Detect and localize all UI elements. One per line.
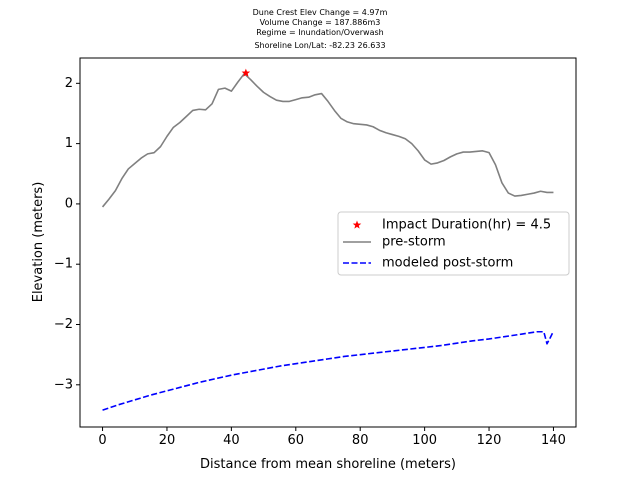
legend-box — [337, 211, 570, 276]
x-tick-label: 60 — [288, 433, 305, 448]
y-tick-label: 2 — [65, 76, 73, 91]
series-line-pre-storm — [101, 72, 554, 208]
chart-title-line-4: Shoreline Lon/Lat: -82.23 26.633 — [254, 41, 386, 50]
y-tick-label: 0 — [65, 196, 73, 211]
chart-title-line-1: Dune Crest Elev Change = 4.97m — [252, 8, 388, 17]
series-line-modeled-post-storm — [102, 330, 555, 411]
legend: Impact Duration(hr) = 4.5 pre-storm mode… — [337, 211, 570, 276]
x-tick-label: 80 — [352, 433, 369, 448]
marker-layer — [241, 68, 251, 77]
x-axis-ticks: 0 20 40 60 80 100 120 140 — [98, 427, 566, 448]
chart-title-line-2: Volume Change = 187.886m3 — [259, 18, 381, 27]
x-tick-label: 40 — [223, 433, 240, 448]
legend-label-impact-duration: Impact Duration(hr) = 4.5 — [382, 218, 551, 233]
legend-star-icon — [352, 220, 362, 229]
y-axis-label: Elevation (meters) — [31, 182, 46, 303]
series-layer — [101, 72, 555, 411]
x-tick-label: 120 — [477, 433, 502, 448]
y-tick-label: −1 — [54, 257, 73, 272]
plot-frame — [79, 57, 577, 428]
y-tick-label: −2 — [54, 317, 73, 332]
impact-marker-star — [241, 68, 251, 77]
x-tick-label: 140 — [541, 433, 566, 448]
legend-label-pre-storm: pre-storm — [382, 235, 446, 250]
legend-label-post-storm: modeled post-storm — [382, 256, 513, 271]
x-tick-label: 20 — [159, 433, 176, 448]
x-tick-label: 100 — [412, 433, 437, 448]
x-axis-label: Distance from mean shoreline (meters) — [200, 457, 456, 472]
y-tick-label: 1 — [65, 136, 73, 151]
y-axis-ticks: −3 −2 −1 0 1 2 — [54, 76, 80, 392]
y-tick-label: −3 — [54, 377, 73, 392]
chart-title-line-3: Regime = Inundation/Overwash — [256, 28, 384, 37]
x-tick-label: 0 — [98, 433, 106, 448]
